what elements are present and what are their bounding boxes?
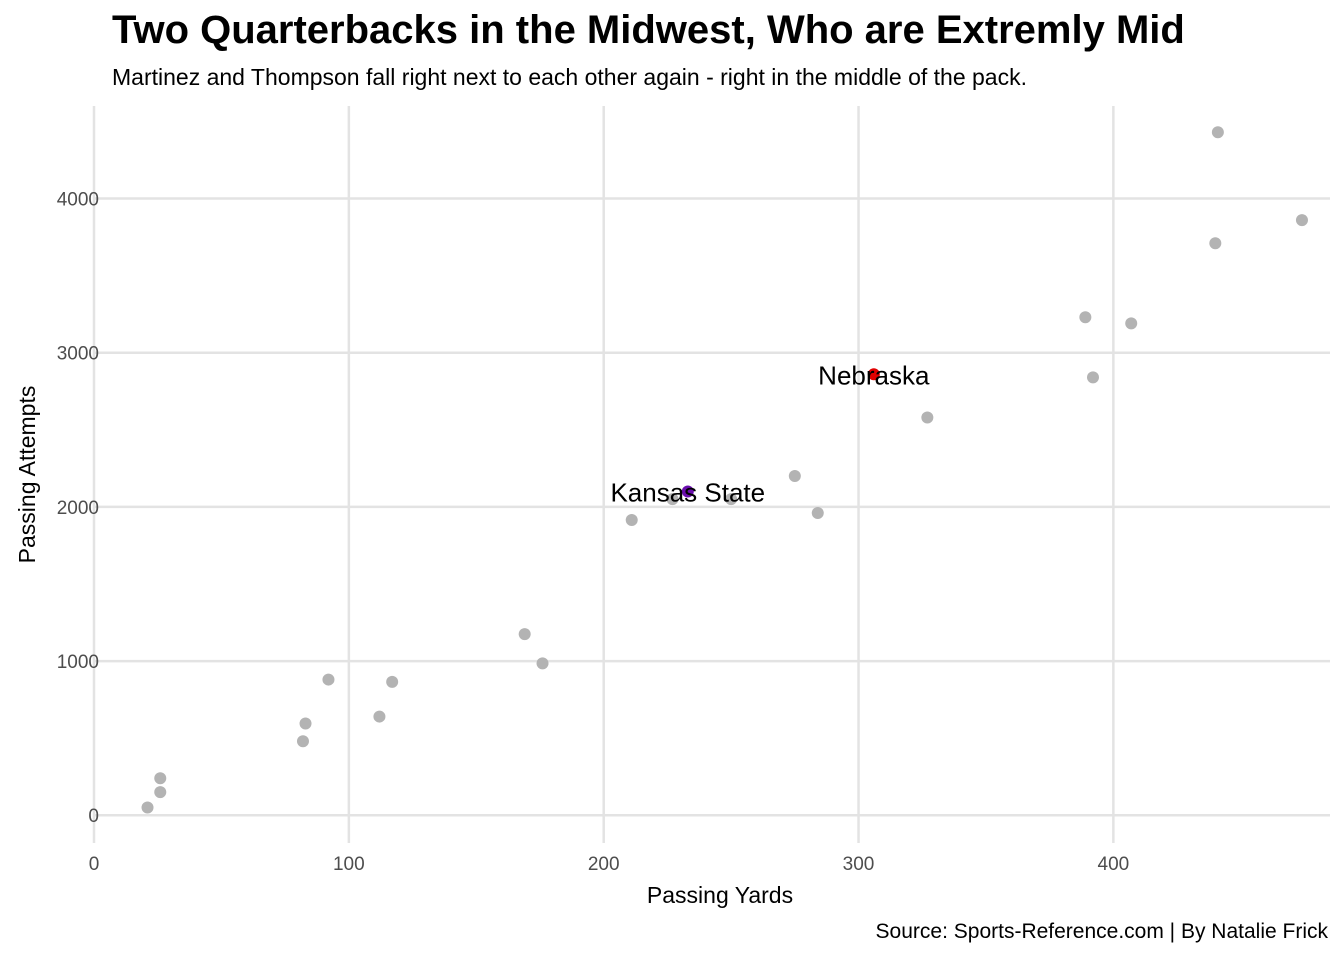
data-point xyxy=(1079,311,1092,324)
chart-title: Two Quarterbacks in the Midwest, Who are… xyxy=(112,8,1185,52)
data-point xyxy=(154,786,167,799)
x-tick-label: 400 xyxy=(1098,854,1130,875)
data-point xyxy=(373,710,386,723)
y-tick-label: 1000 xyxy=(57,652,99,673)
highlight-point xyxy=(681,485,694,498)
highlight-label: Nebraska xyxy=(818,360,930,390)
x-tick-label: 200 xyxy=(588,854,620,875)
data-point xyxy=(921,411,934,424)
x-tick-label: 100 xyxy=(333,854,365,875)
data-point xyxy=(1209,237,1222,250)
y-tick-label: 2000 xyxy=(57,498,99,519)
data-point xyxy=(725,493,738,506)
y-tick-label: 3000 xyxy=(57,344,99,365)
data-point xyxy=(666,493,679,506)
y-tick-label: 0 xyxy=(88,806,99,827)
highlight-point xyxy=(867,368,880,381)
data-point xyxy=(296,735,309,748)
grid-lines xyxy=(92,106,1330,843)
data-point xyxy=(625,513,638,526)
data-point xyxy=(299,717,312,730)
data-point xyxy=(322,673,335,686)
chart-subtitle: Martinez and Thompson fall right next to… xyxy=(112,64,1027,90)
data-point xyxy=(518,628,531,641)
data-point xyxy=(536,657,549,670)
data-point xyxy=(154,772,167,785)
x-tick-label: 0 xyxy=(89,854,100,875)
data-point xyxy=(141,801,154,814)
data-point xyxy=(1295,214,1308,227)
x-axis-title: Passing Yards xyxy=(647,882,793,908)
data-point xyxy=(1086,371,1099,384)
y-axis-title: Passing Attempts xyxy=(14,386,40,564)
x-tick-label: 300 xyxy=(843,854,875,875)
data-point xyxy=(788,470,801,483)
chart-caption: Source: Sports-Reference.com | By Natali… xyxy=(875,920,1328,943)
highlighted-points: Kansas State Nebraska xyxy=(610,360,930,507)
data-point xyxy=(1211,126,1224,139)
y-tick-label: 4000 xyxy=(57,190,99,211)
data-point xyxy=(1125,317,1138,330)
data-points xyxy=(141,126,1308,814)
highlight-label: Kansas State xyxy=(610,477,765,507)
data-point xyxy=(386,675,399,688)
data-point xyxy=(811,507,824,520)
